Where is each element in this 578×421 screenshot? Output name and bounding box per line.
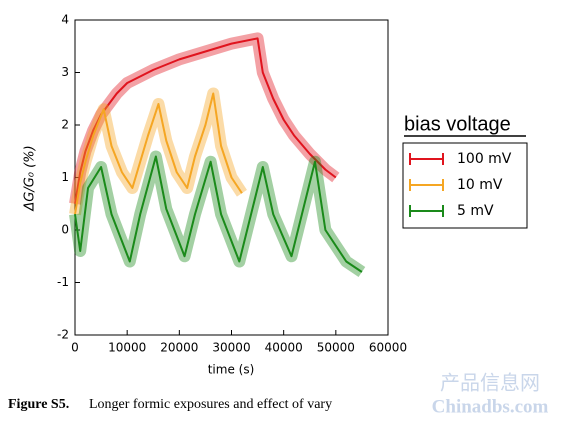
- y-tick-label: 0: [61, 223, 69, 237]
- x-tick-label: 40000: [265, 341, 303, 355]
- x-tick-label: 30000: [212, 341, 250, 355]
- legend-title: bias voltage: [404, 113, 511, 135]
- x-tick-label: 20000: [160, 341, 198, 355]
- watermark: 产品信息网: [440, 371, 540, 395]
- x-tick-label: 0: [71, 341, 79, 355]
- legend-label: 10 mV: [457, 177, 503, 193]
- legend-box: [402, 142, 528, 229]
- caption-text: Longer formic exposures and effect of va…: [89, 397, 332, 412]
- series-line: [74, 92, 243, 215]
- y-tick-label: -1: [57, 275, 69, 289]
- y-tick-label: 4: [61, 13, 69, 27]
- x-tick-label: 10000: [108, 341, 146, 355]
- y-tick-label: -2: [57, 328, 69, 342]
- legend-label: 5 mV: [457, 203, 494, 219]
- legend-label: 100 mV: [457, 151, 512, 167]
- y-tick-label: 3: [61, 65, 69, 79]
- y-tick-label: 2: [61, 118, 69, 132]
- x-tick-label: 60000: [369, 341, 407, 355]
- x-tick-label: 50000: [317, 341, 355, 355]
- series-line: [74, 155, 363, 273]
- y-axis-label: ΔG/G₀ (%): [23, 145, 38, 211]
- x-axis-label: time (s): [208, 363, 255, 377]
- watermark: Chinadbs.com: [432, 396, 549, 417]
- caption-label: Figure S5.: [8, 397, 69, 412]
- series-line: [74, 37, 337, 204]
- y-tick-label: 1: [61, 170, 69, 184]
